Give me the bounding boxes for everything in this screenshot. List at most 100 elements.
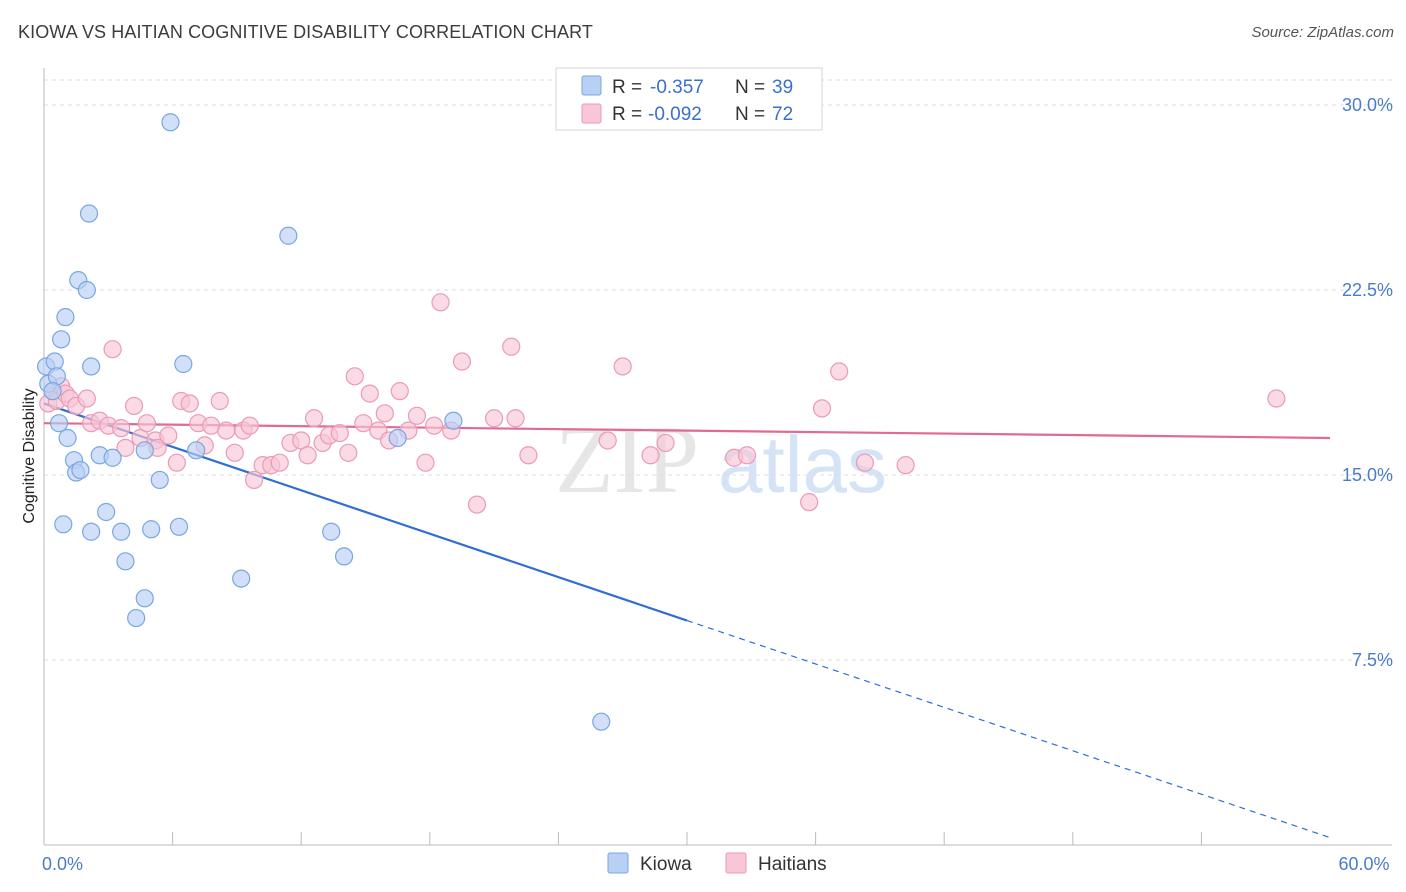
haitian-point-62 (598, 431, 617, 450)
haitian-point-43 (345, 367, 364, 386)
kiowa-point-28 (169, 517, 189, 536)
kiowa-point-16 (82, 522, 101, 541)
haitian-point-64 (641, 446, 660, 465)
kiowa-point-19 (103, 448, 122, 467)
haitian-point-59 (502, 337, 521, 356)
kiowa-point-22 (127, 608, 146, 628)
y-tick-label-2: 22.5% (1342, 280, 1393, 300)
kiowa-point-12 (71, 460, 90, 480)
haitian-r-value: -0.092 (648, 104, 702, 125)
kiowa-point-4 (49, 414, 69, 433)
haitian-point-68 (800, 493, 819, 512)
kiowa-point-6 (56, 308, 75, 327)
haitian-point-69 (812, 399, 832, 418)
haitian-point-16 (137, 414, 156, 433)
haitian-point-56 (452, 352, 472, 371)
x-tick-label-0: 0.0% (42, 854, 83, 874)
y-axis-label: Cognitive Disability (21, 388, 38, 523)
kiowa-point-25 (142, 520, 161, 539)
haitian-point-73 (1267, 389, 1286, 408)
haitian-point-31 (244, 470, 264, 490)
haitian-point-38 (304, 409, 324, 428)
haitian-point-7 (77, 389, 96, 408)
kiowa-point-21 (116, 552, 135, 571)
haitian-point-13 (116, 438, 135, 457)
y-tick-label-3: 30.0% (1342, 95, 1393, 115)
haitian-n-value: 72 (772, 104, 793, 125)
haitian-point-37 (298, 446, 317, 465)
kiowa-point-5 (52, 330, 71, 349)
haitian-point-28 (225, 443, 244, 462)
kiowa-r-value: -0.357 (650, 77, 704, 98)
kiowa-point-33 (322, 522, 341, 541)
haitian-point-53 (424, 416, 444, 435)
kiowa-point-7 (58, 428, 77, 448)
haitian-point-60 (506, 409, 525, 428)
haitian-point-47 (375, 404, 394, 423)
legend-haitians-swatch (725, 852, 747, 874)
haitian-point-71 (855, 453, 874, 472)
kiowa-trend-extension (686, 619, 1331, 839)
haitian-point-58 (485, 409, 504, 428)
haitian-point-12 (112, 419, 131, 438)
kiowa-point-18 (97, 502, 116, 522)
kiowa-point-24 (135, 589, 154, 608)
haitian-point-11 (103, 340, 122, 359)
kiowa-point-8 (54, 515, 73, 534)
kiowa-swatch (581, 75, 602, 96)
haitian-point-26 (210, 391, 229, 411)
haitian-point-42 (339, 443, 358, 462)
kiowa-n-value: 39 (772, 77, 793, 98)
kiowa-n-label: N = (735, 77, 765, 98)
kiowa-point-2 (45, 352, 64, 371)
kiowa-point-31 (232, 569, 251, 588)
haitian-point-57 (467, 495, 487, 514)
haitian-n-label: N = (735, 104, 765, 125)
tick-labels: 7.5% 15.0% 22.5% 30.0% 0.0% 60.0% (42, 95, 1393, 874)
kiowa-point-30 (187, 441, 206, 460)
haitian-point-19 (159, 426, 178, 445)
data-points (37, 113, 1286, 731)
haitian-point-65 (656, 433, 675, 453)
haitian-point-49 (390, 382, 409, 401)
kiowa-point-35 (388, 428, 407, 448)
haitian-point-25 (202, 416, 221, 435)
haitian-point-30 (240, 416, 259, 435)
haitian-point-22 (180, 394, 199, 413)
kiowa-point-32 (279, 226, 298, 245)
haitian-point-67 (737, 446, 757, 465)
haitian-point-52 (416, 453, 435, 472)
y-tick-label-1: 15.0% (1342, 465, 1393, 485)
haitian-point-70 (830, 362, 849, 381)
haitian-point-72 (896, 456, 915, 475)
haitian-point-54 (431, 293, 450, 312)
axes (43, 68, 1392, 846)
haitian-point-63 (613, 357, 632, 376)
stats-legend: R = -0.357 N = 39 R = -0.092 N = 72 (555, 67, 823, 131)
haitian-point-27 (217, 421, 236, 440)
x-tick-label-1: 60.0% (1338, 854, 1389, 874)
legend-haitians-label: Haitians (758, 854, 827, 875)
y-tick-label-0: 7.5% (1352, 650, 1393, 670)
chart-title: KIOWA VS HAITIAN COGNITIVE DISABILITY CO… (18, 22, 593, 42)
source-label: Source: ZipAtlas.com (1251, 24, 1394, 41)
haitian-point-45 (360, 384, 379, 403)
kiowa-point-36 (444, 411, 463, 430)
haitian-point-61 (519, 446, 538, 465)
kiowa-point-38 (43, 382, 62, 401)
kiowa-point-14 (79, 204, 99, 223)
series-legend: Kiowa Haitians (607, 852, 827, 875)
kiowa-point-34 (334, 547, 354, 566)
haitian-swatch (581, 103, 602, 124)
kiowa-point-23 (135, 441, 154, 460)
watermark-zip: ZIP (555, 406, 699, 513)
legend-kiowa-label: Kiowa (640, 854, 692, 875)
kiowa-point-37 (592, 712, 611, 731)
kiowa-point-26 (150, 470, 169, 490)
haitian-point-41 (330, 423, 349, 443)
haitian-point-14 (124, 396, 144, 416)
kiowa-point-15 (82, 357, 101, 376)
kiowa-point-20 (112, 522, 131, 541)
haitian-point-20 (167, 453, 186, 472)
